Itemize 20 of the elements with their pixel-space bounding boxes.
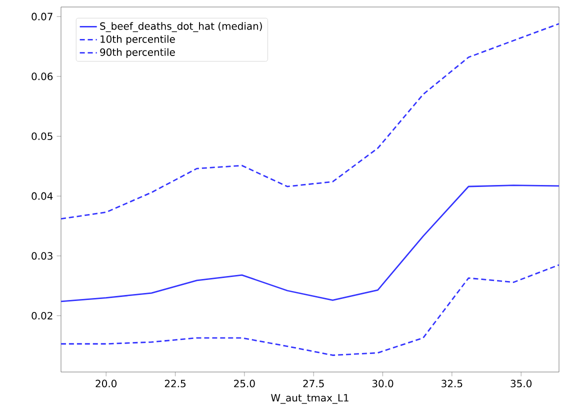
x-tick-label: 35.0: [510, 380, 532, 388]
x-tick-label: 25.0: [234, 380, 255, 388]
x-tick-label: 30.0: [372, 380, 394, 388]
legend-label: 90th percentile: [100, 48, 175, 58]
y-tick-label: 0.02: [32, 312, 52, 320]
line-series: [61, 23, 560, 220]
y-tick-label: 0.04: [32, 192, 53, 200]
y-tick-label: 0.05: [32, 132, 52, 140]
line-series: [61, 264, 560, 356]
y-tick-label: 0.06: [32, 72, 53, 80]
line-series: [61, 184, 560, 302]
x-tick-label: 32.5: [442, 380, 462, 388]
x-tick-label: 27.5: [303, 380, 324, 388]
x-tick-label: 22.5: [164, 380, 186, 388]
y-tick-label: 0.07: [32, 12, 52, 20]
legend-label: 10th percentile: [100, 35, 175, 45]
legend-label: S_beef_deaths_dot_hat (median): [100, 22, 262, 32]
y-tick-label: 0.03: [32, 252, 52, 260]
x-axis-title: W_aut_tmax_L1: [271, 394, 348, 404]
x-tick-label: 20.0: [96, 380, 117, 388]
